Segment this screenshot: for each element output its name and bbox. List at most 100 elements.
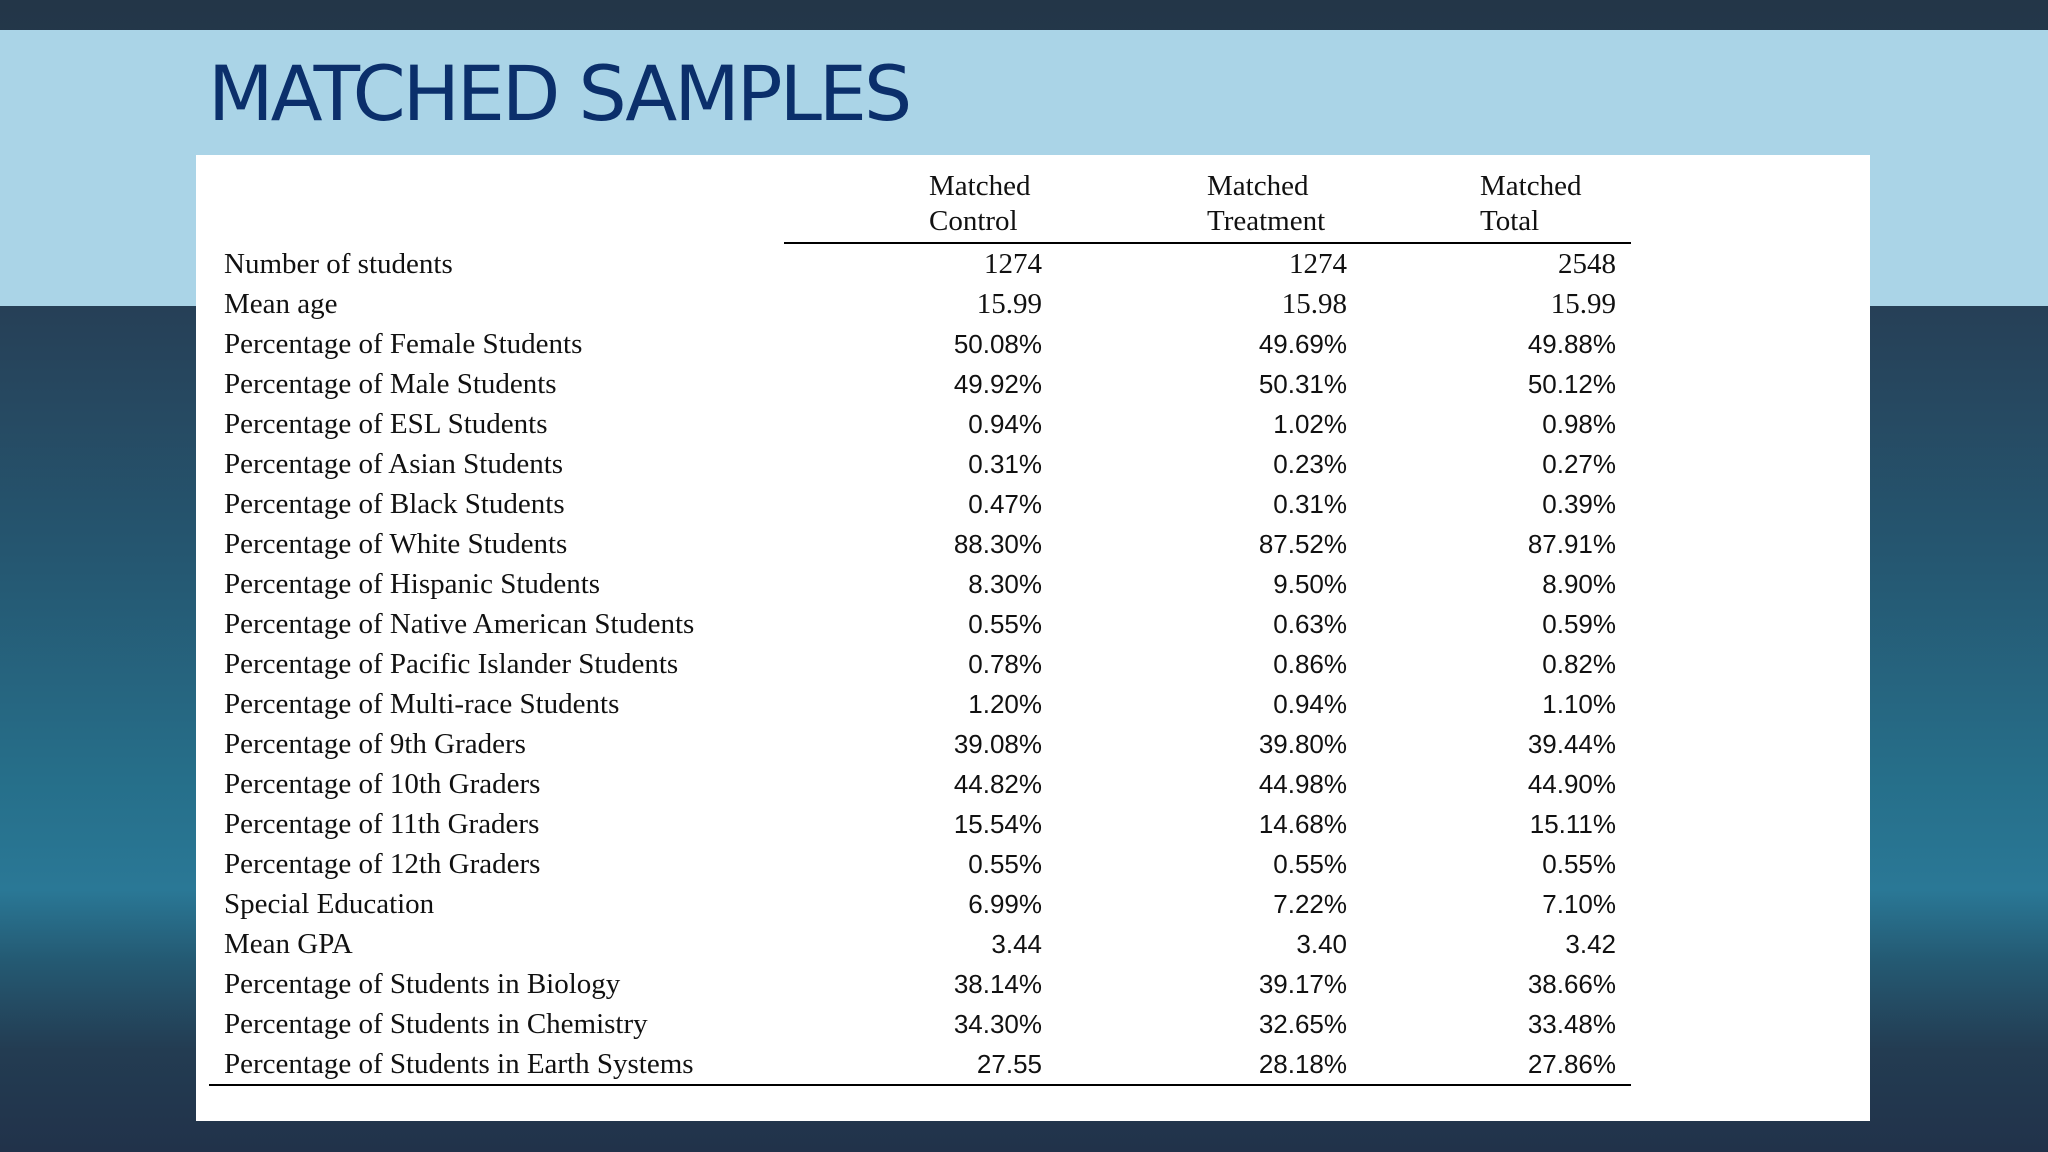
matched-total-value: 87.91% — [1527, 529, 1616, 559]
header-line-1: Matched — [1207, 170, 1309, 202]
matched-treatment-value: 9.50% — [1273, 569, 1347, 599]
table-panel: Matched Control Matched Treatment Matche… — [196, 155, 1870, 1121]
matched-control-value: 1274 — [984, 248, 1042, 280]
header-line-2: Total — [1480, 205, 1540, 237]
matched-total-value: 49.88% — [1527, 329, 1616, 359]
matched-total-value: 7.10% — [1542, 889, 1616, 919]
row-label: Percentage of Students in Chemistry — [224, 1008, 648, 1040]
matched-control-value: 0.55% — [968, 609, 1042, 639]
matched-control-value: 39.08% — [953, 729, 1042, 759]
header-line-1: Matched — [929, 170, 1031, 202]
matched-total-value: 33.48% — [1527, 1009, 1616, 1039]
matched-treatment-value: 0.31% — [1273, 489, 1347, 519]
matched-total-value: 0.82% — [1542, 649, 1616, 679]
matched-control-value: 0.78% — [968, 649, 1042, 679]
matched-control-value: 88.30% — [953, 529, 1042, 559]
matched-treatment-value: 0.55% — [1273, 849, 1347, 879]
matched-total-value: 15.11% — [1529, 809, 1616, 839]
row-label: Percentage of Students in Earth Systems — [209, 1044, 784, 1086]
table-row: Number of students 1274 1274 2548 — [209, 243, 1631, 284]
matched-control-value: 0.55% — [968, 849, 1042, 879]
table-row: Percentage of Native American Students 0.… — [209, 604, 1631, 644]
matched-total-value: 2548 — [1558, 248, 1616, 280]
matched-control-value: 0.31% — [968, 449, 1042, 479]
matched-total-value: 3.42 — [1565, 929, 1616, 959]
table-row: Special Education 6.99% 7.22% 7.10% — [209, 884, 1631, 924]
matched-control-value: 50.08% — [953, 329, 1042, 359]
row-label: Percentage of Female Students — [224, 328, 583, 360]
row-label: Percentage of White Students — [224, 528, 568, 560]
matched-treatment-value: 44.98% — [1258, 769, 1347, 799]
row-label: Percentage of Native American Students — [224, 608, 695, 640]
table-row: Mean age 15.99 15.98 15.99 — [209, 284, 1631, 324]
row-label: Mean age — [224, 288, 338, 320]
matched-treatment-value: 0.94% — [1273, 689, 1347, 719]
row-label: Number of students — [224, 247, 453, 280]
row-label: Mean GPA — [224, 928, 353, 960]
matched-total-value: 44.90% — [1527, 769, 1616, 799]
table-row: Percentage of Pacific Islander Students 0… — [209, 644, 1631, 684]
table-row: Percentage of 10th Graders 44.82% 44.98% 44… — [209, 764, 1631, 804]
matched-treatment-value: 50.31% — [1258, 369, 1347, 399]
row-label: Percentage of Students in Biology — [224, 968, 621, 1000]
table-row: Percentage of White Students 88.30% 87.52%… — [209, 524, 1631, 564]
matched-treatment-value: 1.02% — [1273, 409, 1347, 439]
matched-total-value: 8.90% — [1542, 569, 1616, 599]
matched-treatment-value: 39.80% — [1258, 729, 1347, 759]
table-row: Mean GPA 3.44 3.40 3.42 — [209, 924, 1631, 964]
matched-treatment-value: 15.98 — [1281, 288, 1347, 320]
header-matched-total: Matched Total — [1362, 169, 1631, 244]
matched-control-value: 0.47% — [968, 489, 1042, 519]
row-label: Percentage of Multi-race Students — [224, 688, 620, 720]
matched-total-value: 0.27% — [1542, 449, 1616, 479]
matched-treatment-value: 3.40 — [1296, 929, 1347, 959]
row-label: Percentage of Black Students — [224, 488, 565, 520]
table-row: Percentage of ESL Students 0.94% 1.02% 0.98… — [209, 404, 1631, 444]
matched-treatment-value: 49.69% — [1258, 329, 1347, 359]
matched-control-value: 49.92% — [953, 369, 1042, 399]
matched-control-value: 15.54% — [953, 809, 1042, 839]
row-label: Percentage of Asian Students — [224, 448, 564, 480]
matched-control-value: 44.82% — [953, 769, 1042, 799]
matched-total-value: 39.44% — [1527, 729, 1616, 759]
matched-treatment-value: 0.63% — [1273, 609, 1347, 639]
row-label: Percentage of 9th Graders — [224, 728, 526, 760]
matched-treatment-value: 87.52% — [1258, 529, 1347, 559]
matched-treatment-value: 7.22% — [1273, 889, 1347, 919]
matched-control-value: 8.30% — [968, 569, 1042, 599]
row-label: Percentage of 10th Graders — [224, 768, 541, 800]
matched-total-value: 38.66% — [1527, 969, 1616, 999]
header-matched-control: Matched Control — [784, 169, 1057, 244]
row-label: Percentage of 11th Graders — [224, 808, 540, 840]
table-row: Percentage of Male Students 49.92% 50.31% 5… — [209, 364, 1631, 404]
table-row: Percentage of Female Students 50.08% 49.69… — [209, 324, 1631, 364]
table-row: Percentage of 9th Graders 39.08% 39.80% 39.… — [209, 724, 1631, 764]
matched-control-value: 38.14% — [953, 969, 1042, 999]
matched-samples-table: Matched Control Matched Treatment Matche… — [209, 169, 1631, 1086]
matched-control-value: 27.55 — [784, 1044, 1057, 1086]
table-row: Percentage of Students in Earth Systems 2… — [209, 1044, 1631, 1086]
matched-control-value: 1.20% — [968, 689, 1042, 719]
matched-total-value: 0.39% — [1542, 489, 1616, 519]
header-line-1: Matched — [1480, 170, 1582, 202]
matched-treatment-value: 0.86% — [1273, 649, 1347, 679]
matched-control-value: 15.99 — [976, 288, 1042, 320]
matched-total-value: 0.55% — [1542, 849, 1616, 879]
matched-total-value: 27.86% — [1362, 1044, 1631, 1086]
table-row: Percentage of Black Students 0.47% 0.31% 0.… — [209, 484, 1631, 524]
matched-treatment-value: 39.17% — [1258, 969, 1347, 999]
matched-treatment-value: 32.65% — [1258, 1009, 1347, 1039]
table-row: Percentage of Asian Students 0.31% 0.23% 0.… — [209, 444, 1631, 484]
table-row: Percentage of Multi-race Students 1.20% 0.… — [209, 684, 1631, 724]
matched-total-value: 0.59% — [1542, 609, 1616, 639]
matched-treatment-value: 14.68% — [1258, 809, 1347, 839]
table-row: Percentage of 12th Graders 0.55% 0.55% 0.55… — [209, 844, 1631, 884]
table-row: Percentage of 11th Graders 15.54% 14.68% 15… — [209, 804, 1631, 844]
matched-treatment-value: 0.23% — [1273, 449, 1347, 479]
matched-control-value: 3.44 — [991, 929, 1042, 959]
row-label: Special Education — [224, 888, 435, 920]
row-label: Percentage of 12th Graders — [224, 848, 541, 880]
matched-total-value: 50.12% — [1527, 369, 1616, 399]
table-row: Percentage of Students in Biology 38.14% 3… — [209, 964, 1631, 1004]
matched-total-value: 0.98% — [1542, 409, 1616, 439]
